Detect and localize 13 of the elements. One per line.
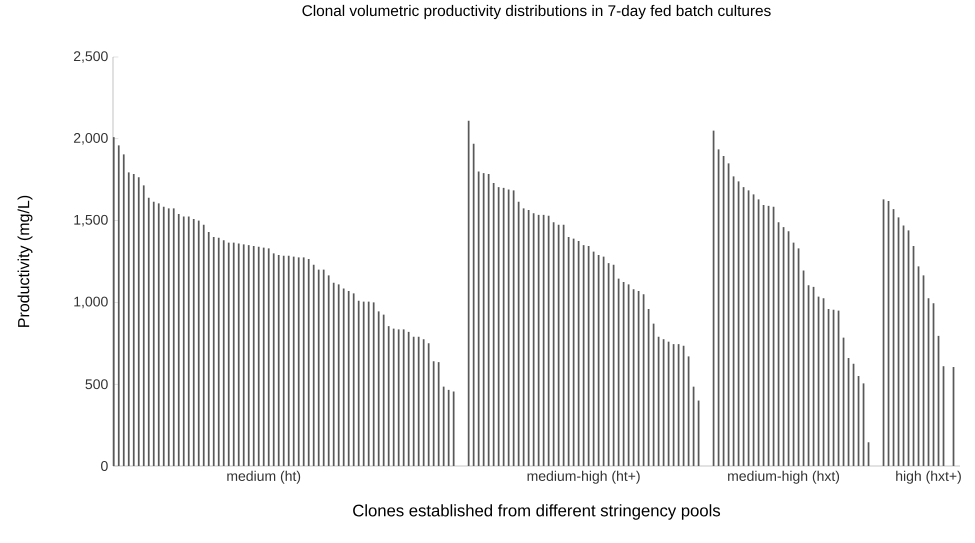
chart-title: Clonal volumetric productivity distributions in 7-day fed batch cultures xyxy=(302,4,771,20)
x-axis-title: Clones established from different stringency pools xyxy=(353,504,720,520)
y-tick-label: 0 xyxy=(101,461,108,471)
y-tick-label: 2,500 xyxy=(74,51,108,63)
y-tick-label: 1,500 xyxy=(74,214,108,226)
y-tick-label: 1,000 xyxy=(74,296,108,308)
x-tick-label: high (hxt+) xyxy=(896,470,961,484)
y-axis-title: Productivity (mg/L) xyxy=(18,196,32,327)
y-tick-label: 2,000 xyxy=(74,133,108,145)
x-tick-label: medium-high (ht+) xyxy=(528,470,640,484)
x-tick-label: medium-high (hxt) xyxy=(728,470,840,484)
y-tick-label: 500 xyxy=(85,379,108,390)
x-tick-label: medium (ht) xyxy=(227,470,300,484)
